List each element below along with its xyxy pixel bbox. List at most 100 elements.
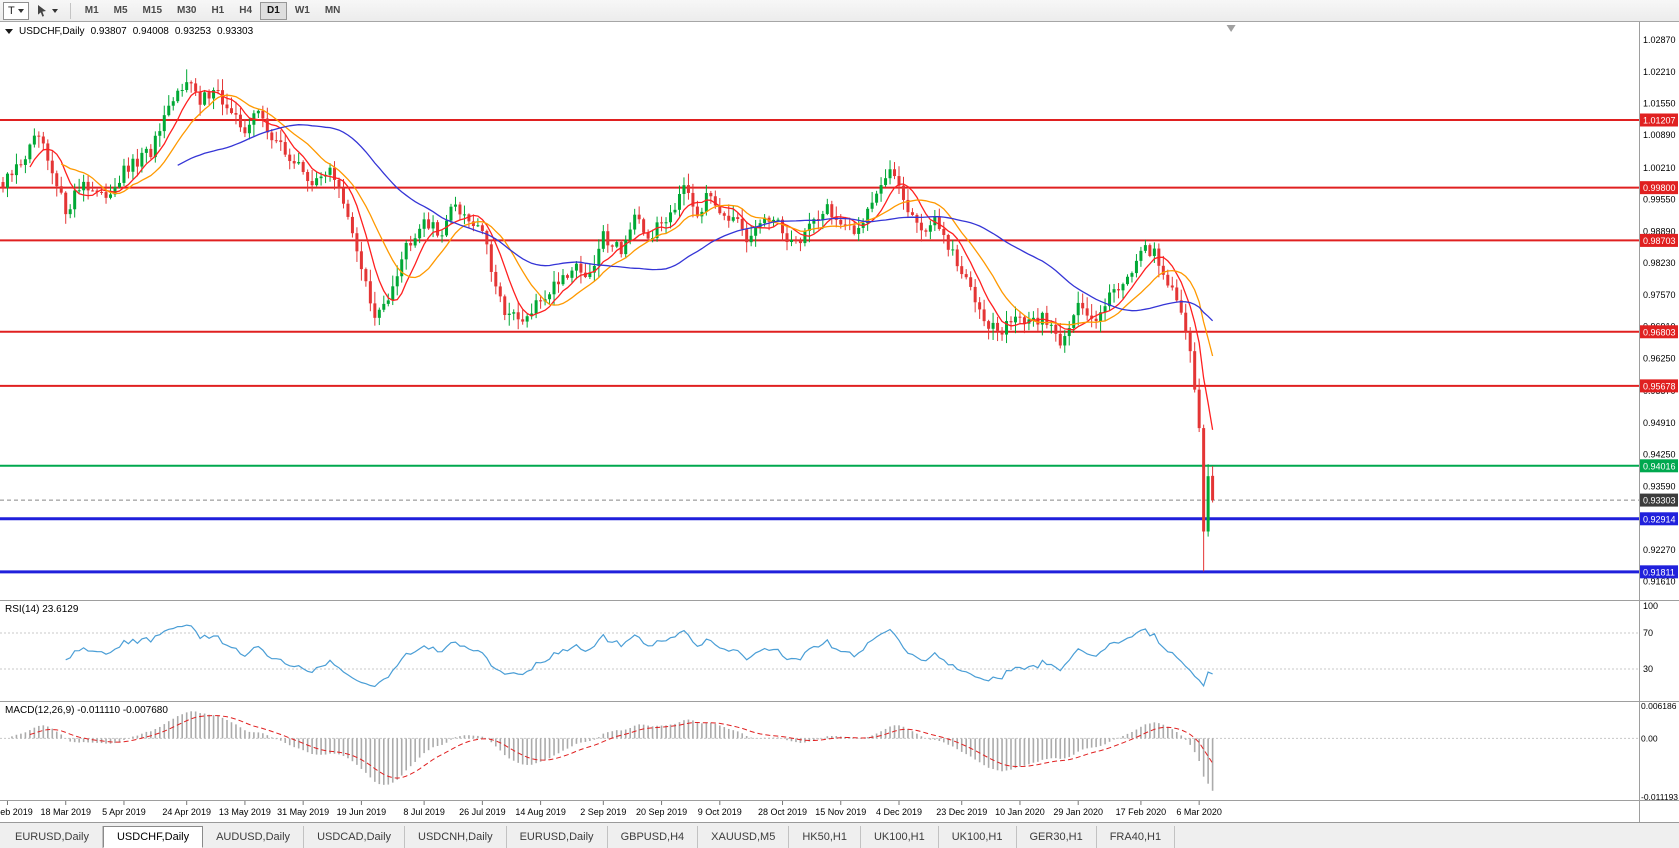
date-label: 31 May 2019 bbox=[277, 807, 329, 817]
chart-tab-usdcnh-daily[interactable]: USDCNH,Daily bbox=[405, 826, 507, 848]
price-tick-label: 0.98230 bbox=[1643, 258, 1676, 268]
chart-ohlc-title: USDCHF,Daily 0.93807 0.94008 0.93253 0.9… bbox=[5, 26, 253, 37]
date-label: 28 Oct 2019 bbox=[758, 807, 807, 817]
price-tick-label: 0.96250 bbox=[1643, 353, 1676, 363]
timeframe-button-mn[interactable]: MN bbox=[318, 2, 348, 20]
ohlc-high: 0.94008 bbox=[132, 26, 169, 37]
chart-tab-usdchf-daily[interactable]: USDCHF,Daily bbox=[102, 826, 204, 848]
date-label: 29 Jan 2020 bbox=[1053, 807, 1103, 817]
price-badge-label: 0.94016 bbox=[1643, 461, 1676, 471]
date-label: 13 May 2019 bbox=[219, 807, 271, 817]
price-badge-label: 0.99800 bbox=[1643, 183, 1676, 193]
price-badge-label: 1.01207 bbox=[1643, 115, 1676, 125]
timeframe-button-h1[interactable]: H1 bbox=[204, 2, 231, 20]
price-badge bbox=[1640, 113, 1678, 127]
price-tick-label: 0.97570 bbox=[1643, 290, 1676, 300]
rsi-level-label: 100 bbox=[1643, 601, 1658, 611]
timeframe-button-m15[interactable]: M15 bbox=[136, 2, 169, 20]
candlesticks bbox=[1, 69, 1215, 572]
timeframe-button-m1[interactable]: M1 bbox=[78, 2, 106, 20]
price-badge bbox=[1640, 379, 1678, 393]
price-tick-label: 0.94250 bbox=[1643, 450, 1676, 460]
date-label: 15 Nov 2019 bbox=[815, 807, 866, 817]
timeframe-button-h4[interactable]: H4 bbox=[232, 2, 259, 20]
rsi-line bbox=[65, 624, 1213, 688]
caret-down-icon bbox=[17, 8, 24, 13]
chart-tab-uk100-h1[interactable]: UK100,H1 bbox=[861, 826, 939, 848]
price-badge-label: 0.93303 bbox=[1643, 496, 1676, 506]
price-badge-label: 0.96803 bbox=[1643, 327, 1676, 337]
chart-shift-marker[interactable] bbox=[1226, 25, 1236, 32]
date-label: 6 Mar 2020 bbox=[1176, 807, 1222, 817]
price-tick-label: 1.00210 bbox=[1643, 163, 1676, 173]
price-badge bbox=[1640, 325, 1678, 339]
date-label: 23 Dec 2019 bbox=[936, 807, 987, 817]
collapse-triangle-icon[interactable] bbox=[5, 29, 13, 34]
horizontal-lines bbox=[0, 118, 1639, 574]
ohlc-close: 0.93303 bbox=[217, 26, 254, 37]
chart-tab-fra40-h1[interactable]: FRA40,H1 bbox=[1097, 826, 1176, 848]
timeframe-button-w1[interactable]: W1 bbox=[288, 2, 317, 20]
ma-line-medium bbox=[60, 94, 1214, 357]
price-badge-label: 0.91811 bbox=[1643, 567, 1675, 577]
chart-tab-usdcad-daily[interactable]: USDCAD,Daily bbox=[304, 826, 406, 848]
chart-tab-hk50-h1[interactable]: HK50,H1 bbox=[789, 826, 861, 848]
chart-canvas[interactable]: 1.02870 1.02210 1.01550 1.00890 1.00210 0.995… bbox=[0, 22, 1679, 822]
chart-tab-eurusd-daily[interactable]: EURUSD,Daily bbox=[2, 826, 103, 848]
price-badge bbox=[1640, 512, 1678, 526]
macd-axis-label: -0.011193 bbox=[1641, 792, 1678, 802]
date-label: 26 Jul 2019 bbox=[459, 807, 506, 817]
timeframe-button-m30[interactable]: M30 bbox=[170, 2, 203, 20]
date-label: 19 Jun 2019 bbox=[337, 807, 387, 817]
price-badge bbox=[1640, 565, 1678, 579]
price-badge-label: 0.92914 bbox=[1643, 514, 1676, 524]
price-tick-label: 0.99550 bbox=[1643, 195, 1676, 205]
chart-tab-gbpusd-h4[interactable]: GBPUSD,H4 bbox=[608, 826, 699, 848]
cursor-icon bbox=[37, 5, 46, 17]
date-label: 9 Oct 2019 bbox=[698, 807, 742, 817]
date-label: 24 Apr 2019 bbox=[162, 807, 211, 817]
text-tool-button[interactable]: T bbox=[3, 1, 29, 20]
chart-tab-eurusd-daily[interactable]: EURUSD,Daily bbox=[507, 826, 608, 848]
price-badge bbox=[1640, 181, 1678, 195]
rsi-panel: 100 70 30 bbox=[0, 601, 1658, 688]
date-label: 10 Jan 2020 bbox=[995, 807, 1045, 817]
chart-window: 1.02870 1.02210 1.01550 1.00890 1.00210 0.995… bbox=[0, 22, 1679, 822]
rsi-level-label: 30 bbox=[1643, 664, 1653, 674]
price-badge-label: 0.98703 bbox=[1643, 236, 1676, 246]
timeframe-button-m5[interactable]: M5 bbox=[107, 2, 135, 20]
chart-tab-xauusd-m5[interactable]: XAUUSD,M5 bbox=[698, 826, 790, 848]
chart-tab-bar: EURUSD,Daily USDCHF,Daily AUDUSD,Daily USDC… bbox=[0, 822, 1679, 848]
price-tick-label: 0.91610 bbox=[1643, 576, 1676, 586]
price-tick-label: 1.02210 bbox=[1643, 67, 1676, 77]
chart-symbol-period: USDCHF,Daily bbox=[19, 26, 85, 37]
price-tick-label: 0.92270 bbox=[1643, 545, 1676, 555]
date-label: 17 Feb 2020 bbox=[1116, 807, 1167, 817]
cursor-tool-button[interactable] bbox=[31, 2, 63, 20]
rsi-level-label: 70 bbox=[1643, 628, 1653, 638]
chart-tab-uk100-h1[interactable]: UK100,H1 bbox=[939, 826, 1017, 848]
macd-indicator-label: MACD(12,26,9) -0.011110 -0.007680 bbox=[5, 705, 168, 716]
price-tick-label: 0.93590 bbox=[1643, 481, 1676, 491]
ma-line-fast bbox=[29, 90, 1214, 430]
timeframe-button-d1[interactable]: D1 bbox=[260, 1, 287, 20]
ohlc-low: 0.93253 bbox=[174, 26, 212, 37]
main-toolbar: T M1 M5 M15 M30 H1 H4 D1 W1 MN bbox=[0, 0, 1679, 22]
price-badge-label: 0.95678 bbox=[1643, 381, 1676, 391]
price-tick-label: 1.02870 bbox=[1643, 35, 1676, 45]
date-label: 14 Aug 2019 bbox=[515, 807, 566, 817]
chart-tab-audusd-daily[interactable]: AUDUSD,Daily bbox=[203, 826, 305, 848]
date-label: 2 Sep 2019 bbox=[580, 807, 626, 817]
price-tick-label: 0.98890 bbox=[1643, 226, 1676, 236]
date-label: 8 Jul 2019 bbox=[403, 807, 445, 817]
rsi-indicator-label: RSI(14) 23.6129 bbox=[5, 604, 79, 615]
date-label: 20 Sep 2019 bbox=[636, 807, 687, 817]
ohlc-open: 0.93807 bbox=[90, 26, 127, 37]
price-tick-label: 0.94910 bbox=[1643, 418, 1676, 428]
macd-panel: 0.006186 0.00 -0.011193 bbox=[0, 701, 1678, 802]
toolbar-separator bbox=[69, 2, 71, 19]
macd-axis-label: 0.006186 bbox=[1641, 701, 1677, 711]
macd-signal-line bbox=[29, 715, 1214, 779]
timeframe-group: M1 M5 M15 M30 H1 H4 D1 W1 MN bbox=[78, 1, 348, 20]
chart-tab-ger30-h1[interactable]: GER30,H1 bbox=[1017, 826, 1097, 848]
